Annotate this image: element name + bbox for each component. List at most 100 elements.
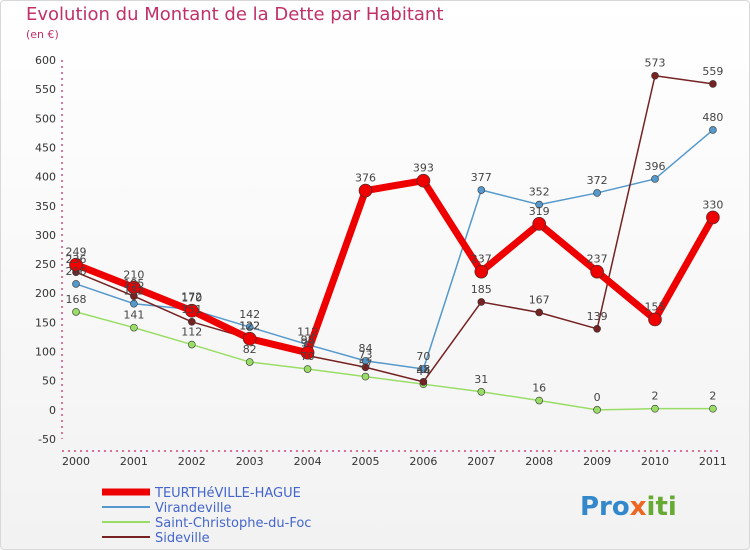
data-point-s0 [590,264,604,279]
data-point-s1 [130,299,138,308]
y-tick-label: 550 [35,83,56,96]
data-label-s2: 112 [181,326,202,339]
x-tick-label: 2011 [699,455,727,468]
data-label-s1: 172 [181,291,202,304]
data-label-s3: 559 [702,65,723,78]
legend-label-0: TEURTHéVILLE-HAGUE [154,486,301,501]
data-label-s3: 167 [529,293,550,306]
data-point-s0 [358,183,373,198]
data-label-s0: 170 [181,292,202,305]
y-tick-label: 0 [49,404,56,417]
data-point-s2 [651,404,659,413]
data-label-s2: 2 [709,390,716,403]
data-point-s0 [474,264,489,279]
data-point-s1 [535,200,544,209]
data-label-s0: 237 [471,253,492,266]
data-label-s3: 151 [181,303,202,316]
data-label-s0: 98 [301,334,315,347]
logo-part-2: x [630,492,647,522]
data-label-s3: 122 [239,320,260,333]
data-point-s2 [709,404,717,413]
data-point-s2 [303,365,312,373]
data-label-s1: 182 [123,285,144,298]
data-label-s1: 372 [587,174,608,187]
data-point-s0 [242,331,257,346]
data-label-s2: 141 [123,309,144,322]
data-label-s2: 0 [594,391,601,404]
data-point-s0 [706,210,720,225]
data-point-s1 [651,175,659,183]
logo-part-3: iti [647,492,677,522]
data-label-s1: 377 [471,171,492,184]
data-label-s1: 396 [645,160,666,173]
data-label-s2: 2 [652,390,659,403]
data-point-s2 [72,308,80,316]
x-tick-label: 2004 [294,455,322,468]
x-tick-label: 2002 [178,455,206,468]
data-point-s2 [361,372,370,381]
y-tick-label: 350 [35,200,56,213]
data-point-s3 [709,80,717,88]
data-point-s3 [651,71,659,80]
data-point-s0 [532,217,547,231]
x-tick-label: 2005 [352,455,380,468]
data-label-s1: 70 [416,350,430,363]
series-line-3 [75,74,714,383]
y-tick-label: 250 [35,258,56,271]
data-point-s1 [72,280,80,288]
data-point-s3 [419,378,428,386]
data-point-s2 [593,406,601,414]
chart-title: Evolution du Montant de la Dette par Hab… [26,4,444,25]
svg-text:Proxiti: Proxiti [580,492,677,522]
series-line-2 [75,311,713,411]
x-tick-label: 2009 [583,455,611,468]
data-label-s2: 16 [532,382,546,395]
data-point-s2 [130,323,138,332]
data-point-s0 [300,345,315,360]
legend-label-3: Sideville [155,531,210,546]
data-label-s3: 139 [587,310,608,323]
data-point-s3 [535,308,544,317]
x-tick-label: 2003 [236,455,264,468]
y-tick-label: 400 [35,171,56,184]
x-tick-label: 2000 [62,455,90,468]
data-label-s1: 84 [359,342,373,355]
data-label-s3: 93 [301,337,315,350]
series-layer [69,71,720,414]
legend-label-2: Saint-Christophe-du-Foc [155,516,311,531]
data-label-s0: 210 [123,268,144,281]
data-label-s0: 155 [645,300,666,313]
y-tick-label: 50 [42,375,56,388]
data-label-s1: 142 [239,308,260,321]
data-label-s1: 480 [702,111,723,124]
logo-part-1: Pro [580,492,630,522]
data-label-s0: 393 [413,162,434,175]
axes: -50 0 50 100 150 200 250 300 350 400 450 500 550 600 2… [35,54,727,468]
x-tick-label: 2008 [525,455,553,468]
series-line-1 [75,129,714,370]
data-label-s3: 195 [123,277,144,290]
data-point-s1 [709,126,717,134]
data-label-s3: 185 [471,283,492,296]
data-point-s2 [477,387,486,396]
x-tick-label: 2007 [467,455,495,468]
data-label-s0: 249 [66,246,87,259]
y-tick-label: -50 [38,433,56,446]
data-point-s2 [245,358,254,366]
data-point-s3 [593,324,601,333]
data-label-s0: 330 [702,198,723,211]
data-point-s0 [127,280,141,295]
data-label-s2: 44 [416,365,430,378]
data-point-s0 [648,312,662,327]
y-tick-label: 200 [35,287,56,300]
data-point-s0 [69,257,83,272]
data-label-s0: 376 [355,172,376,185]
data-label-s2: 70 [301,350,315,363]
data-point-s0 [416,173,431,188]
data-label-s2: 168 [66,293,87,306]
data-label-s1: 216 [66,265,87,278]
y-tick-label: 500 [35,112,56,125]
data-point-s1 [593,189,601,197]
